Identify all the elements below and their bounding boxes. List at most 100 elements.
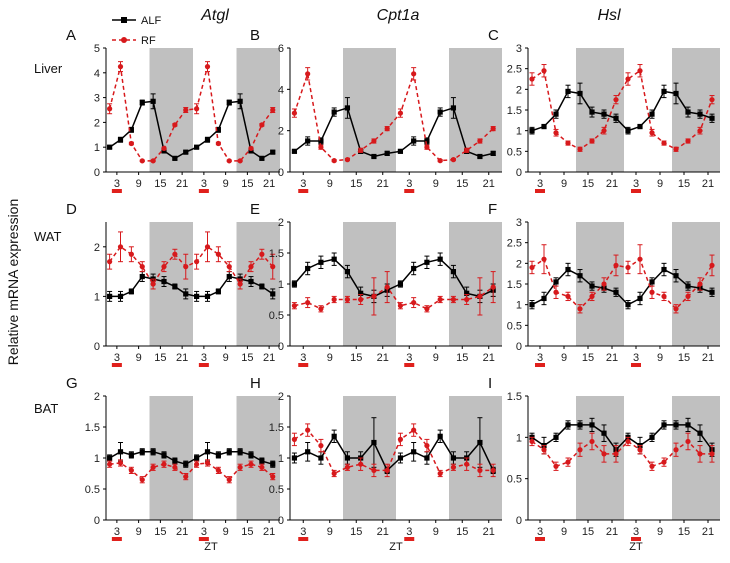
feeding-window-bar bbox=[404, 537, 415, 541]
rf-data-point bbox=[490, 126, 496, 132]
feeding-window-bar bbox=[535, 537, 545, 541]
alf-data-point bbox=[318, 455, 324, 461]
x-tick-label: 15 bbox=[154, 178, 166, 190]
rf-series-line bbox=[531, 69, 713, 151]
alf-data-point bbox=[589, 422, 595, 428]
y-tick-label: 4 bbox=[278, 84, 284, 96]
alf-data-point bbox=[411, 449, 417, 455]
y-tick-label: 0 bbox=[278, 515, 284, 527]
rf-data-point bbox=[384, 126, 390, 132]
rf-data-point bbox=[541, 256, 547, 262]
rf-data-point bbox=[625, 264, 631, 271]
x-tick-label: 9 bbox=[327, 178, 333, 190]
rf-data-point bbox=[358, 461, 364, 467]
x-tick-label: 9 bbox=[327, 526, 333, 538]
rf-series-line bbox=[108, 66, 274, 162]
alf-data-point bbox=[150, 98, 156, 104]
rf-data-point bbox=[183, 474, 189, 480]
alf-data-point bbox=[397, 455, 404, 461]
alf-data-point bbox=[291, 455, 298, 461]
rf-data-point bbox=[477, 293, 483, 299]
rf-data-point bbox=[270, 107, 276, 113]
alf-data-point bbox=[270, 291, 276, 297]
x-tick-label: 3 bbox=[406, 352, 412, 364]
rf-data-point bbox=[150, 158, 156, 164]
rf-data-point bbox=[490, 467, 496, 473]
alf-data-point bbox=[637, 295, 643, 302]
alf-data-point bbox=[117, 449, 124, 455]
rf-data-point bbox=[450, 157, 457, 163]
rf-data-point bbox=[161, 461, 167, 467]
alf-data-point bbox=[128, 452, 134, 458]
y-tick-label: 2 bbox=[94, 242, 100, 254]
alf-series-line bbox=[109, 275, 274, 298]
alf-data-point bbox=[577, 273, 583, 279]
rf-data-point bbox=[344, 296, 351, 303]
alf-data-point bbox=[139, 99, 145, 106]
rf-data-point bbox=[529, 438, 535, 445]
x-tick-label: 15 bbox=[154, 526, 166, 538]
rf-data-point bbox=[226, 264, 232, 270]
rf-data-point bbox=[411, 427, 417, 433]
alf-data-point bbox=[397, 148, 404, 154]
alf-data-point bbox=[477, 153, 483, 160]
rf-data-point bbox=[565, 293, 571, 299]
rf-data-point bbox=[464, 461, 470, 467]
rf-data-point bbox=[358, 147, 364, 153]
feeding-window-bar bbox=[111, 189, 122, 193]
x-tick-label: 21 bbox=[702, 352, 714, 364]
alf-data-point bbox=[371, 153, 377, 160]
alf-data-point bbox=[270, 149, 276, 155]
alf-data-point bbox=[237, 98, 243, 104]
x-tick-label: 3 bbox=[633, 526, 639, 538]
alf-data-point bbox=[709, 115, 715, 121]
y-tick-label: 2 bbox=[278, 217, 284, 229]
alf-data-point bbox=[553, 111, 559, 117]
alf-data-point bbox=[577, 90, 583, 97]
rf-data-point bbox=[117, 64, 124, 70]
alf-data-point bbox=[565, 266, 571, 273]
alf-data-point bbox=[613, 289, 619, 295]
x-tick-label: 21 bbox=[483, 526, 495, 538]
rf-data-point bbox=[194, 259, 200, 265]
rf-data-point bbox=[128, 140, 134, 147]
rf-data-point bbox=[649, 463, 655, 469]
rf-data-point bbox=[437, 296, 443, 303]
y-tick-label: 2 bbox=[516, 84, 522, 96]
y-tick-label: 0.5 bbox=[269, 310, 284, 322]
rf-data-point bbox=[637, 447, 643, 453]
y-tick-label: 4 bbox=[94, 68, 100, 80]
rf-data-point bbox=[450, 296, 457, 303]
rf-data-point bbox=[358, 296, 364, 303]
alf-data-point bbox=[411, 138, 417, 144]
alf-data-point bbox=[477, 439, 483, 446]
alf-data-point bbox=[625, 128, 631, 134]
rf-data-point bbox=[248, 461, 254, 467]
rf-data-point bbox=[424, 144, 430, 150]
x-tick-label: 3 bbox=[114, 352, 120, 364]
rf-data-point bbox=[204, 460, 211, 466]
rf-data-point bbox=[685, 138, 691, 144]
rf-data-point bbox=[397, 436, 404, 442]
legend-rf-marker bbox=[121, 37, 127, 43]
alf-data-point bbox=[685, 283, 691, 289]
rf-data-point bbox=[128, 467, 134, 473]
dark-phase-shade bbox=[236, 222, 280, 346]
feeding-window-bar bbox=[111, 537, 122, 541]
feeding-window-bar bbox=[631, 537, 641, 541]
alf-data-point bbox=[183, 291, 189, 297]
x-tick-label: 21 bbox=[606, 352, 618, 364]
rf-data-point bbox=[291, 303, 298, 309]
alf-series-line bbox=[109, 450, 273, 466]
y-tick-label: 6 bbox=[278, 43, 284, 55]
alf-data-point bbox=[685, 422, 691, 428]
rf-data-point bbox=[172, 122, 178, 128]
rf-data-point bbox=[685, 438, 691, 445]
rf-data-point bbox=[384, 284, 390, 290]
alf-data-point bbox=[424, 455, 430, 461]
alf-data-point bbox=[117, 293, 124, 299]
x-tick-label: 3 bbox=[300, 178, 306, 190]
x-tick-label: 3 bbox=[114, 526, 120, 538]
x-tick-label: 15 bbox=[456, 526, 468, 538]
